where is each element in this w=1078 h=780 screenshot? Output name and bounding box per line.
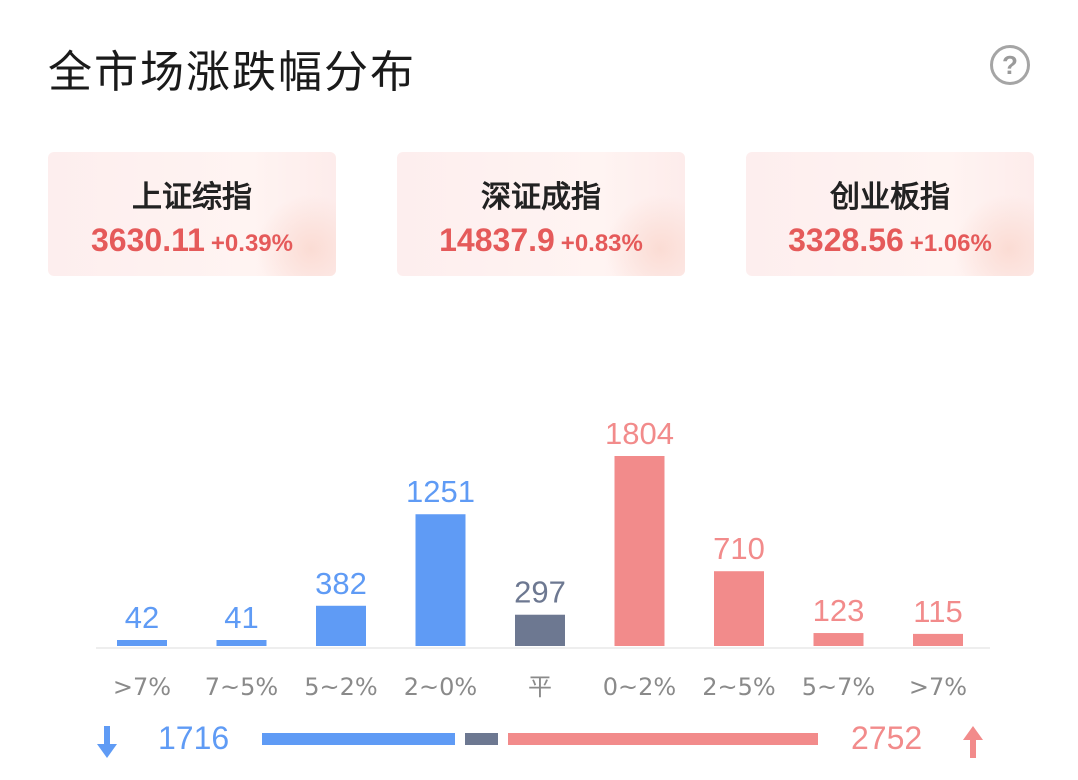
ratio-bar-flat [465,733,499,745]
index-value: 3328.56 [788,222,904,258]
help-icon[interactable]: ? [990,45,1030,85]
index-name: 创业板指 [830,180,950,215]
index-change: +0.39% [210,230,293,257]
index-card-shanghai[interactable]: 上证综指 3630.11 +0.39% [48,152,336,276]
bar-5 [614,456,665,646]
bar-3 [415,514,466,646]
category-label: >7% [113,673,171,701]
bar-7 [813,633,864,646]
category-label: 2~5% [702,673,775,701]
bar-value-label: 41 [224,600,258,635]
index-name: 深证成指 [481,180,601,215]
bar-8 [913,633,963,646]
bar-value-label: 42 [125,600,159,635]
category-label: 7~5% [205,673,278,701]
category-label: 平 [528,673,552,701]
index-value: 3630.11 [91,222,205,258]
category-label: 5~2% [304,673,377,701]
bar-value-label: 1251 [406,474,475,509]
bar-value-label: 115 [913,594,962,629]
index-value: 14837.9 [439,222,555,258]
down-arrow-icon [97,726,117,758]
distribution-bar-chart: 42 >7% 41 7~5% 382 5~2% 1251 2~0% 297 平 1804 0~2% 71… [96,416,990,701]
category-label: >7% [909,673,967,701]
index-card-shenzhen[interactable]: 深证成指 14837.9 +0.83% [397,152,685,276]
bar-value-label: 710 [713,531,765,566]
category-label: 0~2% [603,673,676,701]
index-card-chinext[interactable]: 创业板指 3328.56 +1.06% [746,152,1034,276]
up-arrow-icon [963,726,983,758]
bar-value-label: 382 [315,566,367,601]
bar-value-label: 1804 [605,416,674,451]
bar-2 [316,605,366,646]
bar-4 [515,614,565,646]
bar-6 [714,571,764,646]
page-title: 全市场涨跌幅分布 [48,47,416,98]
bar-value-label: 123 [813,593,865,628]
index-name: 上证综指 [132,180,252,215]
category-label: 2~0% [404,673,477,701]
index-change: +1.06% [909,230,992,257]
bar-1 [216,640,267,646]
ratio-bar-down [262,733,456,745]
up-count: 2752 [851,720,923,756]
category-label: 5~7% [802,673,875,701]
bar-0 [117,640,167,646]
down-count: 1716 [158,720,230,756]
ratio-bar-up [508,733,818,745]
index-change: +0.83% [560,230,643,257]
bar-value-label: 297 [514,575,566,610]
